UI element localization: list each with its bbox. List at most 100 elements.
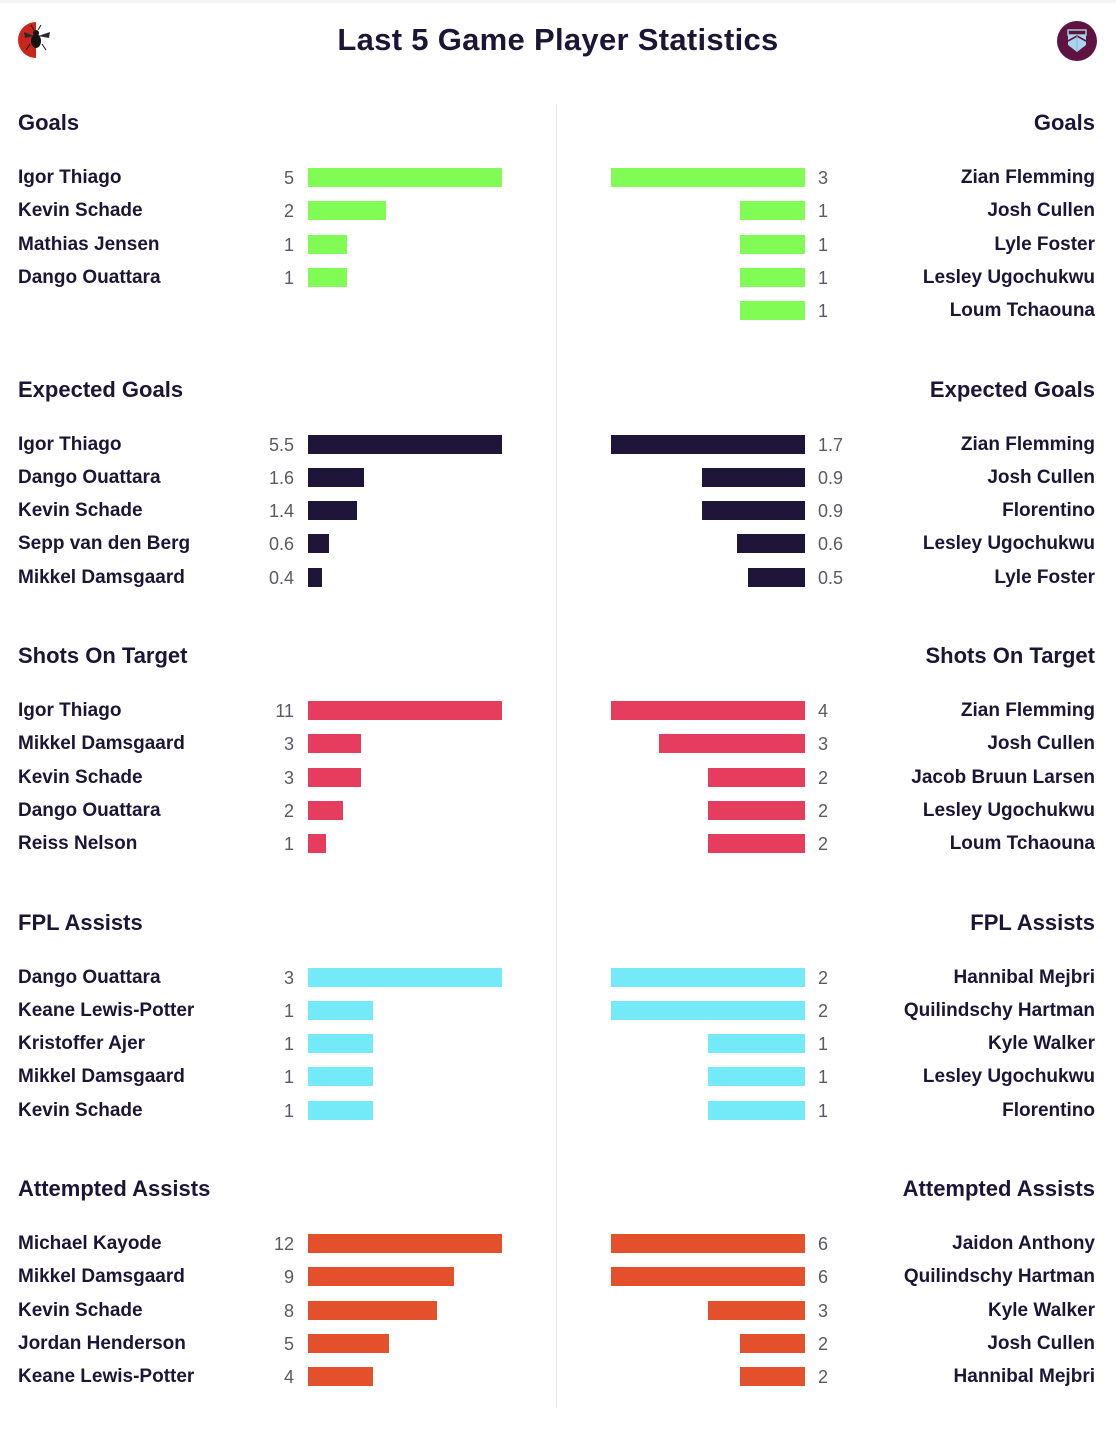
stat-value: 2 <box>818 800 829 821</box>
stat-bar <box>308 267 347 287</box>
player-stat-row: Mathias Jensen 1 <box>0 230 556 263</box>
stat-value: 2 <box>818 834 829 855</box>
stat-bar <box>308 1234 502 1253</box>
stat-value: 3 <box>283 734 294 755</box>
player-name: Mikkel Damsgaard <box>18 566 185 588</box>
stat-value: 3 <box>283 967 294 988</box>
stat-value: 1 <box>283 834 294 855</box>
stat-bar <box>702 501 805 521</box>
player-stat-row: Reiss Nelson 1 <box>0 829 556 862</box>
player-name: Josh Cullen <box>987 733 1095 755</box>
stat-bar <box>308 467 364 487</box>
stat-bar <box>740 1367 805 1387</box>
stat-value: 6 <box>818 1267 829 1288</box>
player-stat-row: Dango Ouattara 1 <box>0 263 556 296</box>
stat-value: 12 <box>273 1234 294 1254</box>
player-name: Loum Tchaouna <box>949 833 1095 855</box>
home-shots-on-target-chart: Shots On Target Igor Thiago 11 Mikkel Damsg… <box>0 637 556 903</box>
stat-value: 11 <box>275 701 294 721</box>
player-stat-row: Josh Cullen 3 <box>557 729 1116 762</box>
stat-value: 0.6 <box>818 534 844 555</box>
away-shots-on-target-chart: Shots On Target Zian Flemming 4 Josh Cullen… <box>557 637 1116 903</box>
brentford-bee-crest-icon <box>16 20 56 60</box>
player-stat-row: Dango Ouattara 3 <box>0 963 556 996</box>
player-name: Igor Thiago <box>18 700 122 721</box>
stat-value: 3 <box>818 1300 829 1321</box>
player-stat-row: Igor Thiago 5 <box>0 163 556 196</box>
stat-value: 1.6 <box>268 467 294 488</box>
player-name: Lesley Ugochukwu <box>922 266 1095 288</box>
section-title: FPL Assists <box>970 909 1095 935</box>
player-stat-row: Quilindschy Hartman 2 <box>557 996 1116 1029</box>
stat-value: 2 <box>818 1000 829 1021</box>
player-stat-row: Loum Tchaouna 1 <box>557 296 1116 329</box>
player-name: Florentino <box>1002 500 1095 522</box>
stat-bar <box>611 1000 805 1020</box>
player-stat-row: Jacob Bruun Larsen 2 <box>557 763 1116 796</box>
stat-bar <box>308 168 502 187</box>
stat-value: 9 <box>283 1267 294 1288</box>
player-stat-row: Dango Ouattara 1.6 <box>0 463 556 496</box>
stat-bar <box>308 534 329 554</box>
away-fpl-assists-chart: FPL Assists Hannibal Mejbri 2 Quilindschy H… <box>557 904 1116 1170</box>
player-name: Quilindschy Hartman <box>903 1266 1095 1288</box>
stat-bar <box>308 434 502 454</box>
player-name: Kyle Walker <box>987 1299 1095 1321</box>
stat-bar <box>611 1267 805 1287</box>
player-name: Keane Lewis-Potter <box>18 1366 195 1388</box>
player-stat-row: Kyle Walker 3 <box>557 1296 1116 1329</box>
stat-bar <box>308 1267 454 1287</box>
stat-value: 4 <box>283 1367 294 1388</box>
away-expected-goals-chart: Expected Goals Zian Flemming 1.7 Josh Culle… <box>557 371 1116 637</box>
player-stat-row: Kevin Schade 1 <box>0 1096 556 1129</box>
top-border <box>0 0 1116 3</box>
stat-value: 1.7 <box>818 434 844 455</box>
player-name: Florentino <box>1002 1099 1095 1121</box>
stat-value: 2 <box>283 201 294 222</box>
stat-value: 0.9 <box>818 501 844 522</box>
section-title: FPL Assists <box>18 909 143 935</box>
stat-bar <box>308 1100 373 1120</box>
player-stat-row: Igor Thiago 11 <box>0 696 556 729</box>
stat-value: 1 <box>283 234 294 255</box>
stat-bar <box>611 1234 805 1253</box>
stat-bar <box>708 767 805 787</box>
stat-value: 2 <box>818 1333 829 1354</box>
home-goals-chart: Goals Igor Thiago 5 Kevin Schade 2 Mathias Je… <box>0 104 556 370</box>
stat-value: 1 <box>283 1000 294 1021</box>
player-name: Mikkel Damsgaard <box>18 733 185 755</box>
stat-bar <box>308 800 343 820</box>
player-stat-row: Lyle Foster 0.5 <box>557 563 1116 596</box>
player-stat-row: Josh Cullen 1 <box>557 196 1116 229</box>
stat-bar <box>308 1067 373 1087</box>
player-name: Zian Flemming <box>960 433 1095 455</box>
player-stat-row: Lesley Ugochukwu 1 <box>557 263 1116 296</box>
section-title: Attempted Assists <box>902 1176 1095 1201</box>
player-stat-row: Mikkel Damsgaard 0.4 <box>0 563 556 596</box>
player-stat-row: Kevin Schade 3 <box>0 763 556 796</box>
player-name: Sepp van den Berg <box>18 533 191 555</box>
stat-bar <box>708 834 805 854</box>
stat-bar <box>702 467 805 487</box>
stat-value: 1 <box>818 1100 829 1121</box>
player-name: Kevin Schade <box>18 1099 143 1121</box>
stat-bar <box>308 1034 373 1054</box>
stat-bar <box>611 434 805 454</box>
stat-bar <box>308 834 326 854</box>
player-stat-row: Jordan Henderson 5 <box>0 1329 556 1362</box>
player-stat-row: Keane Lewis-Potter 1 <box>0 996 556 1029</box>
player-stat-row: Kevin Schade 1.4 <box>0 496 556 529</box>
stat-value: 5 <box>283 1333 294 1354</box>
stat-value: 0.4 <box>268 567 294 588</box>
player-name: Kevin Schade <box>18 500 143 522</box>
player-name: Jacob Bruun Larsen <box>911 766 1095 788</box>
away-attempted-assists-chart: Attempted Assists Jaidon Anthony 6 Quilinds… <box>557 1170 1116 1436</box>
player-name: Mathias Jensen <box>18 233 160 255</box>
player-stat-row: Dango Ouattara 2 <box>0 796 556 829</box>
stat-bar <box>740 301 805 321</box>
stat-bar <box>740 1333 805 1353</box>
player-name: Kevin Schade <box>18 200 143 222</box>
stat-bar <box>740 234 805 254</box>
stat-bar <box>308 1333 389 1353</box>
stat-bar <box>308 501 357 521</box>
